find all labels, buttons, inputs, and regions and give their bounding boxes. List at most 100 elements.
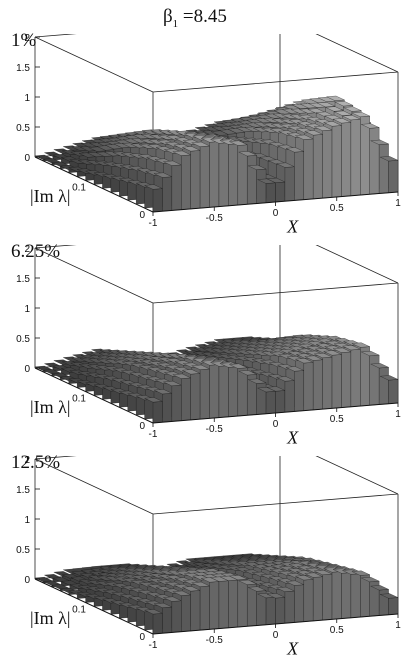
surface-cell-top bbox=[254, 118, 274, 124]
surface-cell-side bbox=[162, 176, 172, 212]
x-tick-label: 1 bbox=[395, 620, 401, 631]
surface-cell-side bbox=[322, 356, 333, 410]
box-edge-2 bbox=[34, 34, 77, 38]
surface-cell-side bbox=[181, 154, 191, 210]
surface-cell-top bbox=[172, 590, 192, 596]
surface-cell-side bbox=[228, 579, 238, 629]
z-tick-label: 1.5 bbox=[16, 485, 30, 496]
surface-cell-side bbox=[284, 590, 295, 624]
surface-cell-top bbox=[238, 370, 258, 376]
title-value: =8.45 bbox=[182, 6, 227, 27]
surface-cell-top bbox=[332, 347, 352, 353]
x-tick-label: -1 bbox=[149, 218, 158, 229]
z-tick-label: 2 bbox=[24, 245, 30, 255]
x-tick-label: -1 bbox=[149, 429, 158, 440]
surface-cell-top bbox=[191, 364, 211, 370]
x-axis-label: X bbox=[286, 428, 299, 445]
surface-cell-side bbox=[265, 391, 276, 414]
surface-mesh bbox=[34, 95, 399, 213]
surface-cell-top bbox=[294, 358, 314, 364]
surface-cell-top bbox=[341, 345, 361, 351]
box-edge-2 bbox=[34, 456, 77, 460]
surface-cell-side bbox=[171, 600, 182, 633]
surface-cell-top bbox=[351, 570, 371, 576]
surface-cell-side bbox=[228, 366, 238, 418]
box-edge-4 bbox=[315, 456, 399, 495]
surface-cell-side bbox=[388, 597, 399, 615]
x-tick-label: 0.5 bbox=[330, 414, 344, 425]
surface-cell-top bbox=[351, 342, 371, 348]
box-edge-5 bbox=[152, 282, 399, 304]
surface-cell-top bbox=[275, 376, 295, 382]
surface-cell-top bbox=[95, 151, 115, 157]
surface-cell-side bbox=[379, 589, 389, 616]
surface-cell-top bbox=[238, 579, 258, 585]
im-axis-label: |Im λ| bbox=[30, 397, 70, 417]
surface-cell-top bbox=[162, 596, 182, 602]
surface-cell-side bbox=[360, 115, 370, 196]
surface-cell-top bbox=[313, 125, 333, 131]
surface-cell-top bbox=[153, 389, 173, 395]
surface-cell-side bbox=[350, 573, 361, 619]
z-tick-label: 2 bbox=[24, 456, 30, 466]
box-edge-3 bbox=[34, 36, 154, 93]
surface-cell-side bbox=[162, 393, 172, 423]
surface-cell-top bbox=[266, 386, 286, 392]
surface-cell-side bbox=[218, 365, 229, 418]
box-edge-3 bbox=[34, 458, 154, 515]
surface-cell-side bbox=[171, 384, 182, 422]
surface-cell-side bbox=[303, 362, 314, 411]
surface-cell-side bbox=[294, 584, 304, 623]
surface-cell-side bbox=[284, 380, 295, 413]
surface-cell-side bbox=[331, 571, 342, 620]
surface-cell-side bbox=[313, 359, 323, 411]
surface-cell-side bbox=[135, 183, 146, 205]
surface-cell-top bbox=[379, 593, 399, 599]
surface-cell-top bbox=[153, 172, 173, 178]
surface-cell-top bbox=[294, 134, 314, 140]
box-edge-5 bbox=[152, 71, 399, 93]
z-tick-label: 0.5 bbox=[16, 123, 30, 134]
z-tick-label: 1 bbox=[24, 515, 30, 526]
surface-cell-side bbox=[171, 164, 182, 211]
x-tick-label: -0.5 bbox=[206, 635, 224, 646]
surface-cell-side bbox=[313, 576, 323, 622]
surface-cell-top bbox=[379, 375, 399, 381]
surface-cell-side bbox=[303, 138, 314, 200]
box-edge-4 bbox=[315, 34, 399, 73]
surface-cell-top bbox=[143, 609, 163, 615]
surface-cell-top bbox=[228, 140, 248, 146]
surface-cell-side bbox=[388, 160, 399, 193]
surface-cell-top bbox=[191, 141, 211, 147]
z-tick-label: 0 bbox=[24, 575, 30, 586]
surface-cell-top bbox=[235, 126, 255, 132]
surface-cell-side bbox=[152, 401, 163, 424]
surface-cell-top bbox=[313, 570, 333, 576]
surface-cell-top bbox=[245, 122, 265, 128]
x-tick-label: 0 bbox=[273, 208, 279, 219]
surface-cell-top bbox=[285, 580, 305, 586]
surface-cell-side bbox=[294, 370, 304, 412]
x-tick-label: -1 bbox=[149, 640, 158, 651]
im-axis-label: |Im λ| bbox=[30, 608, 70, 628]
axis-line-1 bbox=[34, 156, 154, 213]
surface-cell-side bbox=[181, 594, 191, 632]
surface-cell-top bbox=[162, 160, 182, 166]
surface-cell-side bbox=[379, 143, 389, 194]
surface-cell-top bbox=[360, 351, 380, 357]
im-tick-label: 0.1 bbox=[72, 183, 86, 194]
surface-cell-side bbox=[190, 590, 201, 632]
surface-cell-top bbox=[172, 373, 192, 379]
surface-cell-side bbox=[162, 606, 172, 634]
x-tick-label: 1 bbox=[395, 409, 401, 420]
surface-cell-top bbox=[191, 581, 211, 587]
surface-cell-top bbox=[285, 147, 305, 153]
surface-cell-top bbox=[326, 95, 346, 101]
surface-cell-top bbox=[333, 110, 353, 116]
surface-cell-top bbox=[266, 593, 286, 599]
surface-cell-side bbox=[275, 390, 286, 414]
surface-cell-side bbox=[388, 379, 399, 404]
surface-cell-top bbox=[143, 397, 163, 403]
surface-cell-side bbox=[341, 572, 352, 619]
